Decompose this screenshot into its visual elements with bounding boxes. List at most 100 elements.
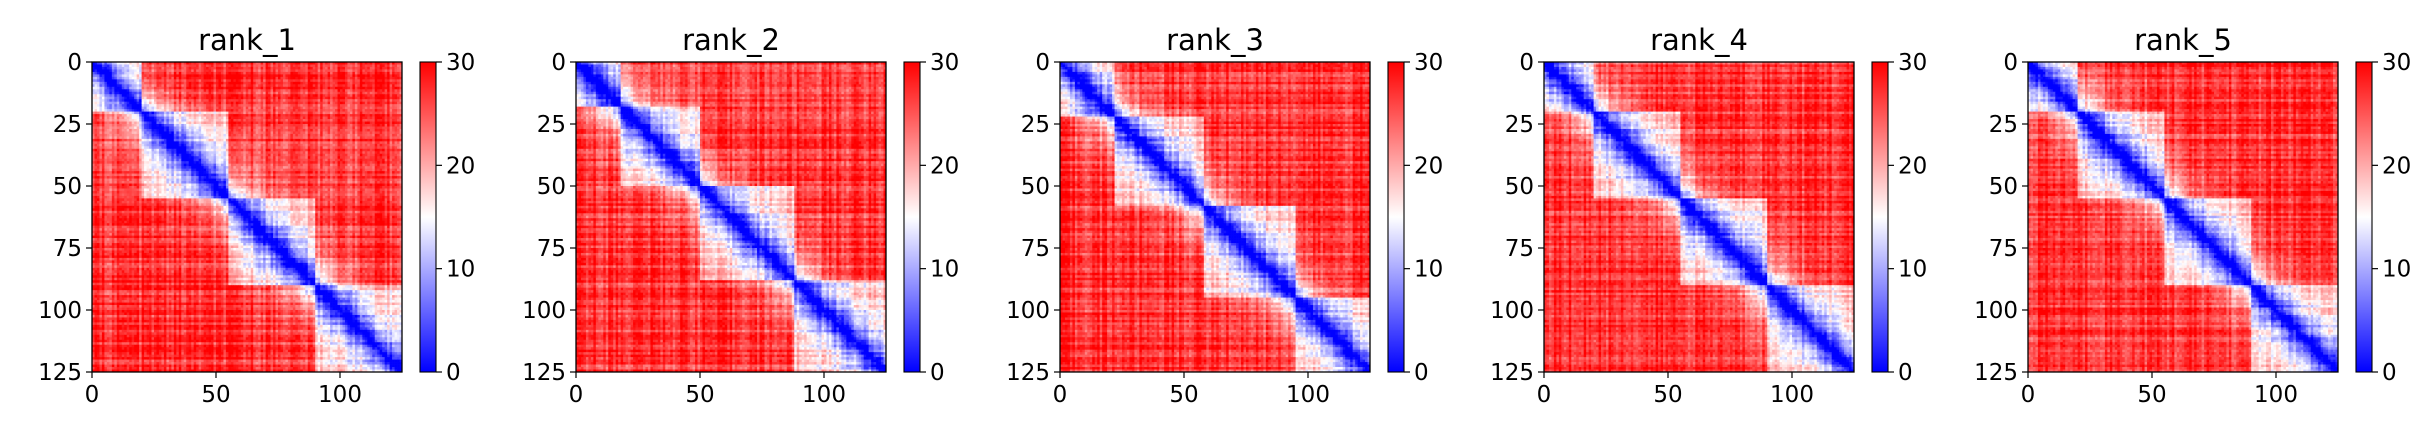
heatmap-cell (144, 87, 147, 90)
heatmap-cell (285, 89, 288, 92)
heatmap-cell (99, 77, 102, 80)
heatmap-cell (355, 79, 358, 82)
heatmap-cell (169, 72, 172, 75)
heatmap-cell (305, 74, 308, 77)
heatmap-cell (251, 97, 254, 100)
heatmap-cell (246, 89, 249, 92)
heatmap-cell (122, 99, 125, 102)
heatmap-cell (325, 79, 328, 82)
heatmap-cell (360, 94, 363, 97)
heatmap-cell (129, 64, 132, 67)
heatmap-cell (372, 104, 375, 107)
heatmap-cell (194, 104, 197, 107)
heatmap-cell (137, 77, 140, 80)
heatmap-cell (367, 102, 370, 105)
heatmap-cell (159, 79, 162, 82)
heatmap-cell (179, 67, 182, 70)
heatmap-cell (171, 109, 174, 112)
heatmap-cell (152, 72, 155, 75)
heatmap-cell (347, 64, 350, 67)
heatmap-cell (196, 82, 199, 85)
heatmap-cell (132, 64, 135, 67)
heatmap-cell (328, 69, 331, 72)
heatmap-cell (137, 79, 140, 82)
heatmap-cell (223, 77, 226, 80)
heatmap-cell (104, 104, 107, 107)
heatmap-cell (132, 74, 135, 77)
heatmap-cell (375, 89, 378, 92)
heatmap-cell (144, 64, 147, 67)
heatmap-cell (171, 97, 174, 100)
heatmap-cell (283, 87, 286, 90)
heatmap-cell (362, 69, 365, 72)
heatmap-cell (276, 64, 279, 67)
heatmap-cell (290, 84, 293, 87)
heatmap-cell (159, 84, 162, 87)
heatmap-cell (156, 74, 159, 77)
heatmap-cell (166, 84, 169, 87)
heatmap-cell (362, 82, 365, 85)
heatmap-cell (395, 107, 398, 110)
heatmap-cell (350, 64, 353, 67)
heatmap-cell (293, 102, 296, 105)
heatmap-cell (189, 89, 192, 92)
heatmap-cell (144, 94, 147, 97)
heatmap-cell (218, 84, 221, 87)
heatmap-cell (355, 77, 358, 80)
heatmap-cell (114, 67, 117, 70)
heatmap-cell (122, 104, 125, 107)
heatmap-cell (303, 107, 306, 110)
heatmap-cell (395, 89, 398, 92)
heatmap-cell (335, 79, 338, 82)
heatmap-cell (365, 64, 368, 67)
heatmap-cell (246, 102, 249, 105)
heatmap-cell (238, 84, 241, 87)
heatmap-cell (338, 77, 341, 80)
heatmap-cell (347, 89, 350, 92)
heatmap-cell (231, 84, 234, 87)
heatmap-cell (285, 67, 288, 70)
heatmap-cell (211, 97, 214, 100)
heatmap-cell (318, 102, 321, 105)
heatmap-cell (395, 84, 398, 87)
heatmap-cell (228, 109, 231, 112)
heatmap-cell (342, 97, 345, 100)
heatmap-cell (137, 67, 140, 70)
heatmap-cell (335, 84, 338, 87)
heatmap-cell (204, 64, 207, 67)
heatmap-cell (186, 74, 189, 77)
heatmap-cell (390, 94, 393, 97)
heatmap-cell (392, 94, 395, 97)
heatmap-cell (251, 74, 254, 77)
heatmap-cell (109, 94, 112, 97)
heatmap-cell (102, 74, 105, 77)
heatmap-cell (124, 99, 127, 102)
heatmap-cell (186, 77, 189, 80)
heatmap-cell (288, 77, 291, 80)
heatmap-cell (360, 89, 363, 92)
heatmap-cell (214, 84, 217, 87)
heatmap-cell (147, 89, 150, 92)
heatmap-cell (313, 74, 316, 77)
heatmap-cell (246, 77, 249, 80)
heatmap-cell (285, 107, 288, 110)
heatmap-cell (117, 109, 120, 112)
heatmap-cell (94, 94, 97, 97)
heatmap-cell (283, 99, 286, 102)
heatmap-cell (196, 79, 199, 82)
heatmap-cell (258, 92, 261, 95)
heatmap-cell (209, 94, 212, 97)
heatmap-cell (367, 92, 370, 95)
heatmap-cell (211, 92, 214, 95)
heatmap-cell (112, 97, 115, 100)
heatmap-cell (372, 69, 375, 72)
heatmap-cell (298, 79, 301, 82)
heatmap-cell (176, 92, 179, 95)
heatmap-cell (199, 99, 202, 102)
heatmap-cell (273, 64, 276, 67)
heatmap-cell (367, 74, 370, 77)
heatmap-cell (387, 99, 390, 102)
heatmap-cell (107, 69, 110, 72)
heatmap-cell (367, 77, 370, 80)
heatmap-cell (372, 99, 375, 102)
